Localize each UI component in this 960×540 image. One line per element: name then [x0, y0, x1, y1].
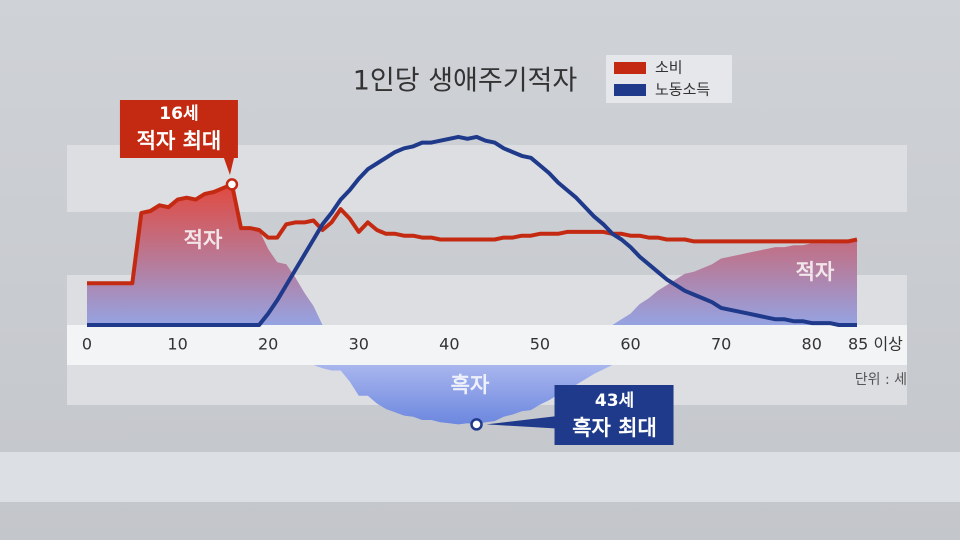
x-tick-label: 40 [439, 335, 459, 354]
legend-label: 소비 [655, 59, 683, 77]
x-tick-label: 20 [258, 335, 278, 354]
callout-point [225, 178, 239, 191]
area-label: 적자 [796, 260, 835, 284]
callout-point [470, 418, 483, 431]
x-tick-label: 60 [620, 335, 640, 354]
callout-text: 43세 [595, 391, 634, 411]
surplus-area [87, 365, 857, 425]
legend-label: 노동소득 [655, 81, 710, 99]
chart-title: 1인당 생애주기적자 [353, 66, 578, 97]
deficit-area [87, 184, 857, 325]
x-tick-label: 80 [802, 335, 822, 354]
legend-swatch [614, 62, 646, 74]
callout-text: 적자 최대 [137, 129, 222, 153]
x-tick-label: 50 [530, 335, 550, 354]
x-tick-label: 0 [82, 335, 92, 354]
callout-text: 흑자 최대 [572, 416, 657, 440]
bottom-band [0, 452, 960, 502]
unit-note: 단위 : 세 [855, 372, 907, 388]
callout-box [486, 385, 674, 445]
x-tick-label: 85 이상 [848, 335, 903, 354]
x-tick-label: 70 [711, 335, 731, 354]
area-label: 적자 [184, 228, 223, 252]
x-tick-label: 30 [349, 335, 369, 354]
series-line [87, 134, 857, 327]
series-line [87, 182, 858, 286]
legend-swatch [614, 84, 646, 96]
axis-band [67, 325, 907, 365]
x-tick-label: 10 [167, 335, 187, 354]
callout-box [119, 100, 238, 175]
callout-text: 16세 [159, 104, 198, 124]
area-label: 흑자 [451, 373, 490, 397]
